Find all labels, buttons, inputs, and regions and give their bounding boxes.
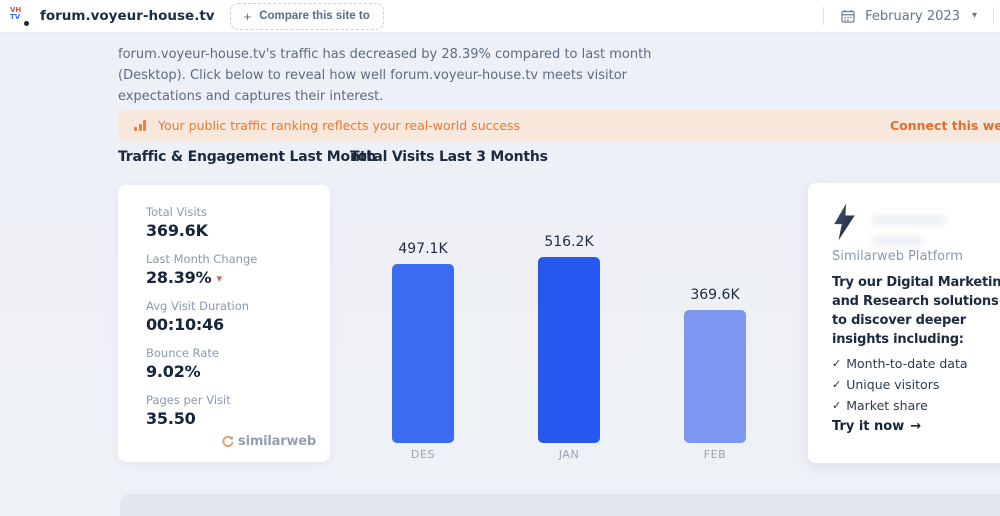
bar-group-jan: 516.2K JAN xyxy=(496,225,642,465)
stat-label: Avg Visit Duration xyxy=(146,299,250,313)
visits-chart: 497.1K DES 516.2K JAN 369.6K FEB xyxy=(350,225,788,465)
bar-chart-icon xyxy=(134,120,146,131)
bar-category-label: JAN xyxy=(558,448,580,461)
compare-site-button-label: Compare this site to xyxy=(259,10,370,22)
blurred-text xyxy=(872,215,946,226)
feature-list: ✓ Month-to-date data ✓ Unique visitors ✓… xyxy=(832,353,968,416)
calendar-icon xyxy=(841,9,855,23)
stat-label: Last Month Change xyxy=(146,252,258,266)
bar-group-des: 497.1K DES xyxy=(350,225,496,465)
similarweb-logo[interactable]: similarweb xyxy=(221,434,316,449)
bar-jan xyxy=(538,257,600,443)
banner-message: Your public traffic ranking reflects you… xyxy=(158,118,521,133)
topbar: VH TV forum.voyeur-house.tv + Compare th… xyxy=(0,0,1000,33)
stat-label: Bounce Rate xyxy=(146,346,219,360)
divider xyxy=(993,7,994,25)
stat-label: Pages per Visit xyxy=(146,393,231,407)
check-icon: ✓ xyxy=(832,357,842,370)
feature-item: ✓ Month-to-date data xyxy=(832,356,968,371)
stat-value: 369.6K xyxy=(146,221,208,240)
similarweb-logo-text: similarweb xyxy=(238,434,316,449)
plus-icon: + xyxy=(243,8,252,24)
stat-value: 9.02% xyxy=(146,362,201,381)
chevron-down-icon: ▾ xyxy=(971,10,977,21)
stat-label: Total Visits xyxy=(146,205,208,219)
similarweb-swirl-icon xyxy=(222,435,234,447)
bar-category-label: FEB xyxy=(703,448,727,461)
ranking-banner: Your public traffic ranking reflects you… xyxy=(118,110,1000,141)
stat-last-month-change: Last Month Change 28.39% ▾ xyxy=(146,252,316,290)
check-icon: ✓ xyxy=(832,399,842,412)
bar-feb xyxy=(684,310,746,443)
bar-value-label: 497.1K xyxy=(398,241,448,257)
divider xyxy=(823,7,825,25)
next-section-strip xyxy=(120,494,1000,516)
platform-label: Similarweb Platform xyxy=(832,249,963,264)
topbar-right: February 2023 ▾ xyxy=(823,0,1000,33)
trend-down-icon: ▾ xyxy=(216,271,222,285)
try-it-now-link[interactable]: Try it now → xyxy=(832,419,922,434)
topbar-left: VH TV forum.voyeur-house.tv + Compare th… xyxy=(0,2,823,30)
bar-value-label: 369.6K xyxy=(690,287,740,303)
stat-avg-visit-duration: Avg Visit Duration 00:10:46 xyxy=(146,299,316,337)
compare-site-button[interactable]: + Compare this site to xyxy=(229,2,384,30)
site-favicon-icon: VH TV xyxy=(10,6,29,26)
promo-headline: Try our Digital Marketing and Research s… xyxy=(832,275,1000,347)
arrow-right-icon: → xyxy=(910,419,922,434)
feature-item: ✓ Market share xyxy=(832,398,928,413)
bar-value-label: 516.2K xyxy=(544,234,594,250)
promo-card: Similarweb Platform Try our Digital Mark… xyxy=(808,183,1000,463)
feature-item: ✓ Unique visitors xyxy=(832,377,940,392)
intro-text: forum.voyeur-house.tv's traffic has decr… xyxy=(118,47,652,104)
check-icon: ✓ xyxy=(832,378,842,391)
stat-value: 00:10:46 xyxy=(146,315,224,334)
bar-category-label: DES xyxy=(410,448,436,461)
bar-group-feb: 369.6K FEB xyxy=(642,225,788,465)
engagement-section-title: Traffic & Engagement Last Month xyxy=(118,149,376,165)
stat-value: 28.39% xyxy=(146,268,212,287)
stat-bounce-rate: Bounce Rate 9.02% xyxy=(146,346,316,384)
lightning-bolt-icon xyxy=(832,203,858,245)
stat-pages-per-visit: Pages per Visit 35.50 xyxy=(146,393,316,431)
site-domain: forum.voyeur-house.tv xyxy=(40,8,215,24)
stat-total-visits: Total Visits 369.6K xyxy=(146,205,316,243)
bar-des xyxy=(392,264,454,443)
engagement-stats-card: Total Visits 369.6K Last Month Change 28… xyxy=(118,185,330,462)
date-label: February 2023 xyxy=(865,8,960,24)
blurred-text xyxy=(872,235,922,246)
chart-section-title: Total Visits Last 3 Months xyxy=(350,149,548,165)
connect-website-link[interactable]: Connect this website xyxy=(890,118,1000,133)
date-selector[interactable]: February 2023 ▾ xyxy=(824,8,993,24)
stat-value: 35.50 xyxy=(146,409,196,428)
